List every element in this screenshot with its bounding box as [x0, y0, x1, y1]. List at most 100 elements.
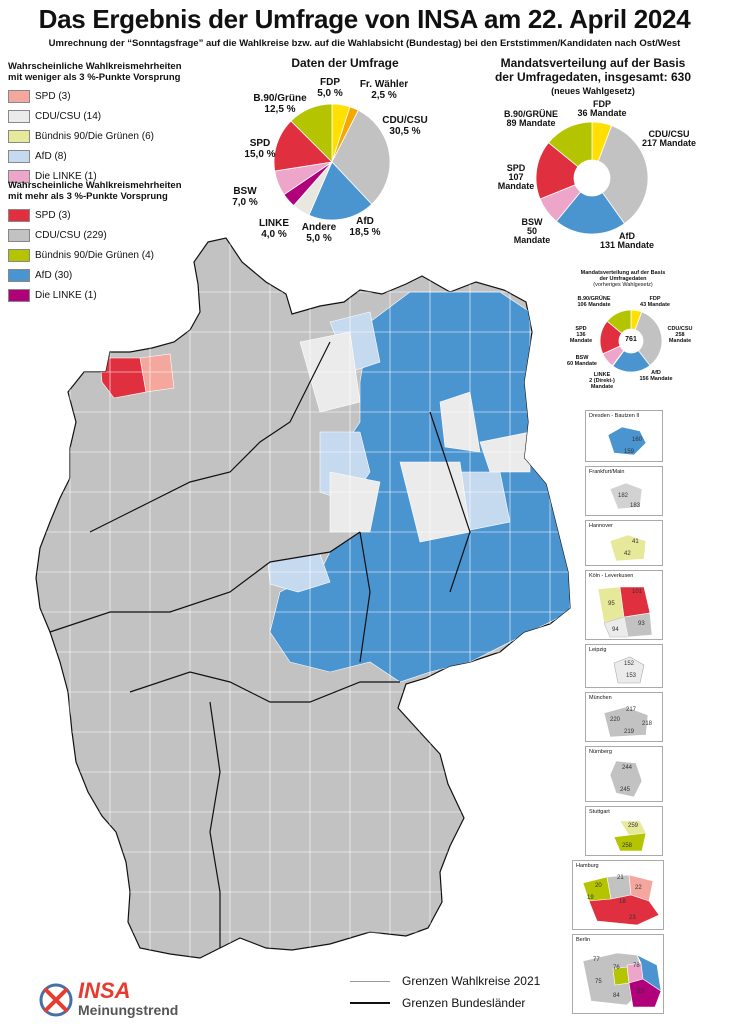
label-linke: LINKE 4,0 %	[254, 218, 294, 240]
label-bsw-value: 7,0 %	[232, 197, 258, 208]
old-label-linke-name: LINKE	[593, 372, 611, 378]
old-label-spd-unit: Mandate	[569, 338, 593, 344]
inset-muenchen-num: 219	[624, 729, 635, 735]
swatch-cdu-weak	[8, 109, 30, 123]
pie-slice-cdu-csu	[634, 311, 663, 367]
label-fdp: FDP 5,0 %	[310, 77, 350, 99]
inset-stuttgart-title: Stuttgart	[589, 809, 610, 815]
old-label-bsw: BSW 60 Mandate	[562, 355, 602, 367]
legend-item-label: Bündnis 90/Die Grünen (6)	[35, 130, 154, 142]
swatch-spd-strong	[8, 208, 30, 222]
inset-dresden-shape	[607, 426, 647, 456]
legend-item: Bündnis 90/Die Grünen (4)	[8, 245, 238, 265]
label-linke-name: LINKE	[259, 218, 289, 229]
seat-label-cdu-value: 217 Mandate	[641, 138, 697, 148]
seat-label-fdp-name: FDP	[593, 99, 611, 109]
label-fw: Fr. Wähler 2,5 %	[354, 79, 414, 101]
label-bsw-name: BSW	[233, 186, 257, 197]
inset-nuernberg: Nürnberg 244 245	[585, 746, 663, 802]
inset-stuttgart-map	[613, 820, 647, 852]
swatch-spd-weak	[8, 89, 30, 103]
label-andere-value: 5,0 %	[306, 233, 332, 244]
inset-nuernberg-num: 245	[620, 787, 631, 793]
district-line	[69, 238, 551, 958]
inset-berlin-num: 83	[637, 989, 644, 995]
map-region-spd-weak	[139, 353, 175, 393]
seat-label-gruene-value: 89 Mandate	[506, 118, 556, 128]
pie-slice-afd	[555, 191, 626, 235]
inset-berlin-num: 77	[593, 957, 600, 963]
old-label-fdp: FDP 43 Mandate	[640, 296, 670, 308]
inset-stuttgart-num: 259	[628, 823, 639, 829]
inset-koeln-title: Köln - Leverkusen	[589, 573, 634, 579]
inset-nuernberg-shape	[609, 760, 643, 798]
old-label-cdu-unit: Mandate	[668, 338, 692, 344]
inset-nuernberg-map	[609, 760, 643, 798]
pie-slice-cdu-csu	[331, 109, 391, 205]
inset-berlin-num: 78	[633, 963, 640, 969]
seat-label-cdu-name: CDU/CSU	[648, 129, 690, 139]
label-cdu-name: CDU/CSU	[382, 115, 428, 126]
old-label-afd-name: AfD	[651, 370, 661, 376]
inset-stuttgart: Stuttgart 259 258	[585, 806, 663, 856]
inset-hamburg-num: 20	[595, 883, 602, 889]
inset-hamburg-num: 23	[629, 915, 636, 921]
seat-label-fdp-value: 36 Mandate	[577, 108, 627, 118]
inset-leipzig-map	[613, 656, 645, 684]
map-regions	[99, 291, 570, 683]
seats-old-title-line1: Mandatsverteilung auf der Basis	[580, 270, 666, 276]
seat-label-spd-num: 107	[508, 172, 524, 182]
inset-hannover-map	[609, 534, 647, 562]
label-fw-name: Fr. Wähler	[359, 79, 409, 90]
label-spd: SPD 15,0 %	[240, 138, 280, 160]
legend-item-label: CDU/CSU (229)	[35, 229, 107, 241]
inset-frankfurt-title: Frankfurt/Main	[589, 469, 625, 475]
legend-weak-heading-line2: mit weniger als 3 %-Punkte Vorsprung	[8, 72, 181, 83]
old-label-cdu: CDU/CSU 258 Mandate	[664, 326, 696, 344]
label-afd: AfD 18,5 %	[340, 216, 390, 238]
insa-logo-ring	[39, 983, 73, 1017]
old-label-spd-num: 136	[576, 332, 586, 338]
legend-item-label: CDU/CSU (14)	[35, 110, 102, 122]
seats-old-title: Mandatsverteilung auf der Basis der Umfr…	[558, 270, 688, 288]
inset-leipzig-num: 152	[624, 661, 635, 667]
inset-frankfurt-shape	[609, 482, 643, 510]
legend-strong: Wahrscheinliche Wahlkreismehrheiten mit …	[8, 180, 238, 305]
inset-stuttgart-num: 258	[622, 843, 633, 849]
seats-old-donut-chart	[599, 309, 663, 373]
legend-item-label: SPD (3)	[35, 209, 71, 221]
inset-hamburg: Hamburg 21 20 22 19 18 23	[572, 860, 664, 930]
inset-muenchen-num: 218	[642, 721, 653, 727]
inset-koeln-num: 94	[612, 627, 619, 633]
insa-logo-brand: INSA	[78, 978, 131, 1003]
inset-hamburg-shape	[588, 894, 660, 926]
legend-item-label: Die LINKE (1)	[35, 170, 97, 182]
legend-item: CDU/CSU (14)	[8, 106, 238, 126]
old-label-fdp-value: 43 Mandate	[640, 302, 670, 308]
legend-item: Bündnis 90/Die Grünen (6)	[8, 126, 238, 146]
label-cdu: CDU/CSU 30,5 %	[374, 115, 436, 137]
pie-slice-cdu-csu	[597, 125, 649, 225]
inset-muenchen-map	[603, 706, 649, 738]
map-key-laender: Grenzen Bundesländer	[350, 996, 525, 1010]
legend-item: Die LINKE (1)	[8, 166, 238, 186]
seats-old-title-line3: (vorheriges Wahlgesetz)	[593, 282, 653, 288]
inset-koeln-num: 95	[608, 601, 615, 607]
seat-label-spd-unit: Mandate	[497, 181, 535, 191]
pie-slice-b-90-gr-ne	[548, 121, 593, 168]
swatch-afd-weak	[8, 149, 30, 163]
label-fdp-name: FDP	[320, 77, 340, 88]
insa-logo: INSA Meinungstrend	[38, 978, 238, 1020]
legend-item: CDU/CSU (229)	[8, 225, 238, 245]
inset-berlin-num: 75	[595, 979, 602, 985]
label-andere: Andere 5,0 %	[294, 222, 344, 244]
old-label-spd-name: SPD	[575, 326, 587, 332]
inset-muenchen: München 217 220 218 219	[585, 692, 663, 742]
inset-hannover-title: Hannover	[589, 523, 613, 529]
pie-slice-b-90-gr-ne	[606, 309, 632, 334]
inset-muenchen-shape	[603, 706, 649, 738]
inset-hannover-num: 41	[632, 539, 639, 545]
inset-hannover-num: 42	[624, 551, 631, 557]
old-label-bsw-value: 60 Mandate	[567, 361, 597, 367]
page-title: Das Ergebnis der Umfrage von INSA am 22.…	[38, 4, 691, 34]
